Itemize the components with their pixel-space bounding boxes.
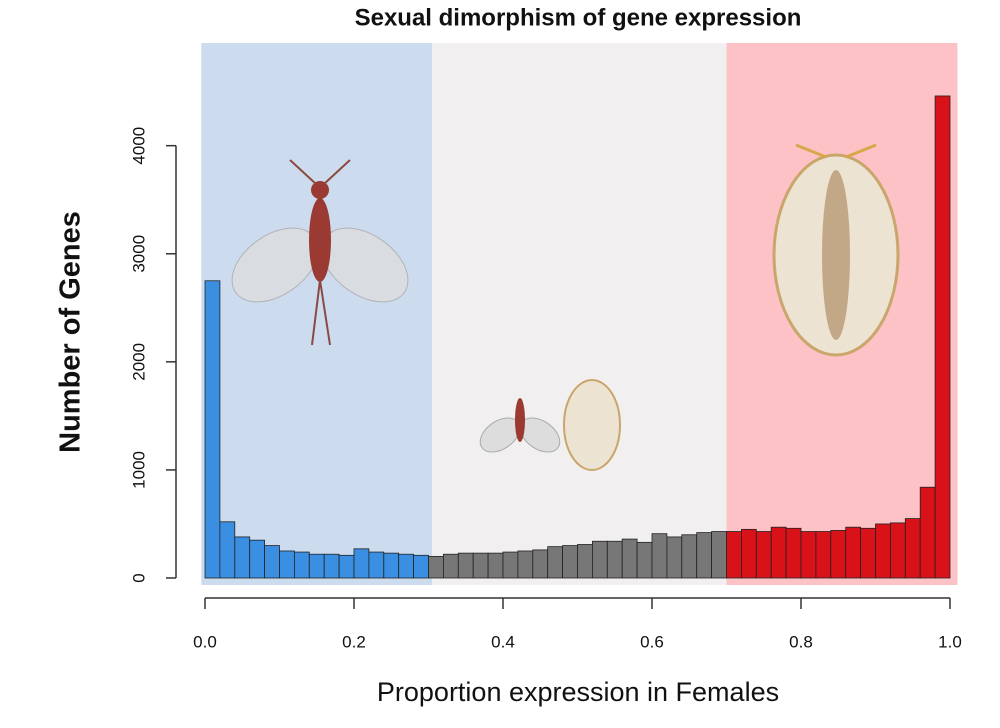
bar — [919, 486, 936, 579]
y-tick-label: 4000 — [129, 127, 148, 165]
bar — [517, 550, 534, 579]
bar — [785, 527, 802, 579]
bar — [890, 522, 906, 579]
bar — [562, 545, 578, 579]
bar — [636, 541, 653, 579]
bar — [741, 528, 757, 579]
bar — [934, 95, 951, 579]
bar — [442, 553, 459, 579]
bar — [726, 531, 742, 579]
x-tick-label: 0.6 — [640, 632, 664, 651]
bar — [293, 551, 310, 579]
bar — [398, 553, 415, 579]
x-axis-label: Proportion expression in Females — [377, 677, 779, 707]
male-insect-large — [231, 159, 409, 346]
bar — [353, 548, 370, 579]
bar — [249, 539, 265, 579]
bar — [234, 536, 251, 579]
y-tick-label: 2000 — [129, 343, 148, 381]
bar — [308, 553, 325, 579]
bar — [472, 552, 489, 579]
x-tick-label: 0.8 — [789, 632, 813, 651]
bar — [368, 551, 385, 579]
bar — [487, 552, 504, 579]
bar — [681, 534, 698, 579]
bar — [860, 527, 876, 579]
bar — [815, 531, 832, 579]
bar — [755, 531, 772, 579]
y-axis-label: Number of Genes — [55, 211, 87, 453]
bars — [204, 95, 951, 579]
axes: 0 1000 2000 3000 4000 0.0 0.2 0.4 0.6 0.8 1.0 — [129, 127, 961, 652]
x-tick-label: 0.4 — [491, 632, 515, 651]
bar — [264, 545, 280, 579]
bar — [666, 536, 683, 579]
bar — [770, 526, 787, 579]
x-tick-label: 0.0 — [193, 632, 217, 651]
bar — [711, 531, 727, 579]
bar — [651, 533, 668, 579]
bar — [502, 551, 519, 579]
y-tick-label: 3000 — [129, 235, 148, 273]
bar — [547, 546, 564, 579]
region-shading — [201, 43, 958, 585]
bar — [457, 552, 474, 579]
bar — [338, 554, 355, 579]
bar — [606, 540, 623, 579]
bar — [219, 521, 236, 579]
bar — [800, 531, 817, 579]
insects-small — [479, 379, 621, 471]
bar — [621, 538, 638, 579]
region-shade — [432, 43, 727, 585]
x-tick-label: 0.2 — [342, 632, 366, 651]
bar — [875, 523, 891, 579]
bar — [323, 553, 340, 579]
bar — [830, 530, 847, 579]
y-tick-label: 0 — [129, 573, 148, 582]
bar — [845, 526, 862, 579]
bar — [279, 550, 295, 579]
x-tick-label: 1.0 — [938, 632, 962, 651]
bar — [577, 544, 593, 579]
female-insect-large — [772, 143, 900, 357]
bar — [383, 552, 400, 579]
bar — [592, 540, 608, 579]
bar — [696, 532, 713, 579]
chart-title: Sexual dimorphism of gene expression — [355, 4, 802, 31]
bar — [532, 549, 549, 579]
y-tick-label: 1000 — [129, 451, 148, 489]
bar — [428, 555, 444, 579]
bar — [204, 280, 221, 579]
bar — [904, 518, 921, 579]
bar — [413, 554, 429, 579]
